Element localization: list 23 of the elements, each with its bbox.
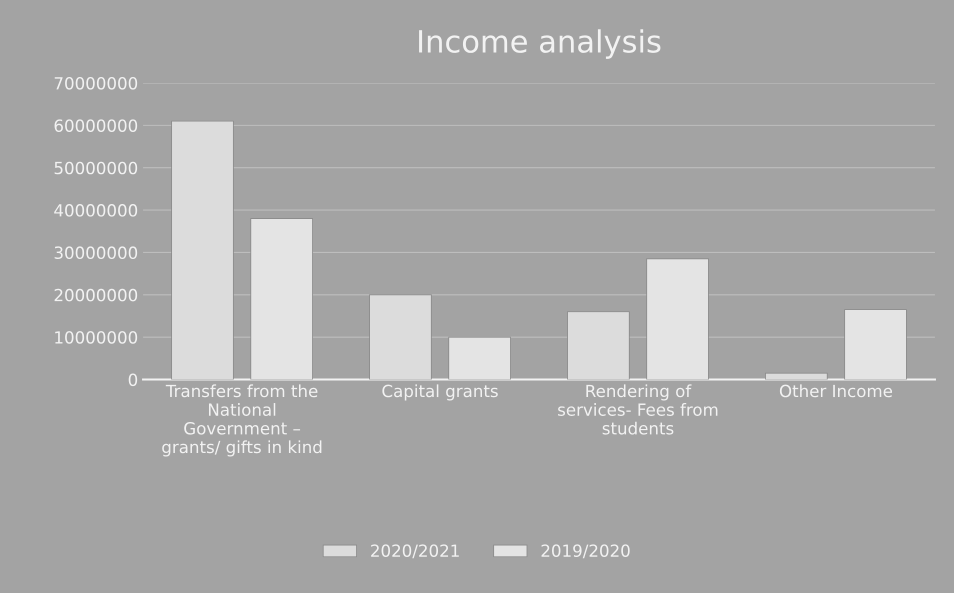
bar (567, 311, 630, 380)
x-tick-label: Other Income (780, 384, 892, 398)
y-tick-label: 70000000 (54, 76, 138, 90)
bar (250, 218, 313, 380)
legend-label: 2019/2020 (542, 544, 630, 558)
bar (171, 120, 234, 380)
y-tick-label: 0 (128, 373, 138, 386)
bar (448, 336, 511, 380)
bar (646, 258, 709, 380)
y-tick-label: 10000000 (55, 331, 138, 344)
y-tick-label: 20000000 (54, 288, 138, 302)
y-tick-label: 60000000 (54, 119, 138, 132)
bar (765, 372, 828, 380)
y-tick-label: 30000000 (54, 246, 138, 260)
bar (369, 294, 432, 380)
x-tick-label: Rendering of services- Fees from students (558, 384, 718, 435)
legend-label: 2020/2021 (371, 544, 459, 558)
x-tick-label: Capital grants (382, 384, 498, 401)
bar (844, 309, 907, 380)
y-tick-label: 50000000 (54, 162, 138, 174)
chart-title: Income analysis (419, 29, 660, 59)
y-tick-label: 40000000 (54, 204, 138, 217)
x-tick-label: Transfers from the National Government – grants/ gifts in kind (162, 384, 322, 456)
